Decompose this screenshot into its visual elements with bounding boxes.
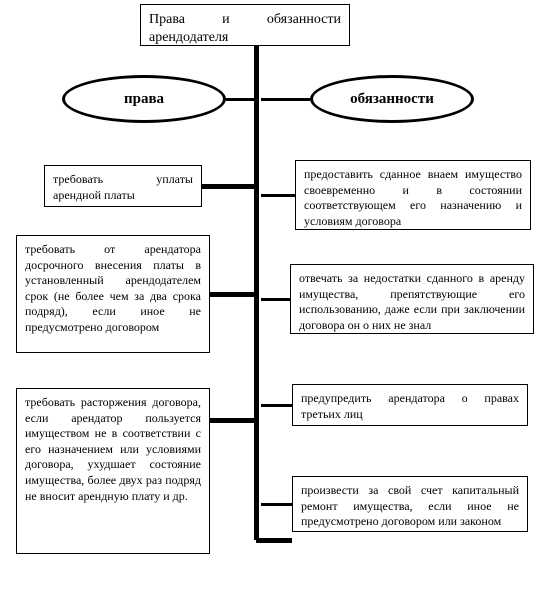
right-item-text: произвести за свой счет капитальный ремо… [301, 483, 519, 528]
left-item: требовать уплаты арендной платы [44, 165, 202, 207]
left-stub-connector [226, 98, 256, 101]
left-item-connector [210, 292, 256, 297]
title-box: Права и обязанности арендодателя [140, 4, 350, 46]
right-branch-header: обязанности [310, 75, 474, 123]
left-item-connector [210, 418, 256, 423]
right-item-text: предоставить сданное внаем имущество сво… [304, 167, 522, 228]
left-item-text: требовать расторжения договора, если аре… [25, 395, 201, 503]
right-item: предоставить сданное внаем имущество сво… [295, 160, 531, 230]
right-item-connector [261, 503, 292, 506]
bottom-elbow-connector [256, 538, 292, 543]
left-item-text: требовать от арендатора досрочного внесе… [25, 242, 201, 334]
left-item-connector [202, 184, 256, 189]
right-item: отвечать за недостатки сданного в аренду… [290, 264, 534, 334]
right-item-connector [261, 194, 295, 197]
right-branch-label: обязанности [350, 91, 434, 108]
right-item-text: предупредить арендатора о правах третьих… [301, 391, 519, 421]
left-item: требовать от арендатора досрочного внесе… [16, 235, 210, 353]
right-item-connector [261, 298, 290, 301]
left-item-text: требовать уплаты арендной платы [53, 172, 193, 202]
title-text: Права и обязанности арендодателя [149, 12, 341, 45]
right-stub-connector [261, 98, 310, 101]
right-item: предупредить арендатора о правах третьих… [292, 384, 528, 426]
right-item: произвести за свой счет капитальный ремо… [292, 476, 528, 532]
left-item: требовать расторжения договора, если аре… [16, 388, 210, 554]
right-item-connector [261, 404, 292, 407]
left-branch-header: права [62, 75, 226, 123]
right-item-text: отвечать за недостатки сданного в аренду… [299, 271, 525, 332]
left-branch-label: права [124, 91, 164, 108]
